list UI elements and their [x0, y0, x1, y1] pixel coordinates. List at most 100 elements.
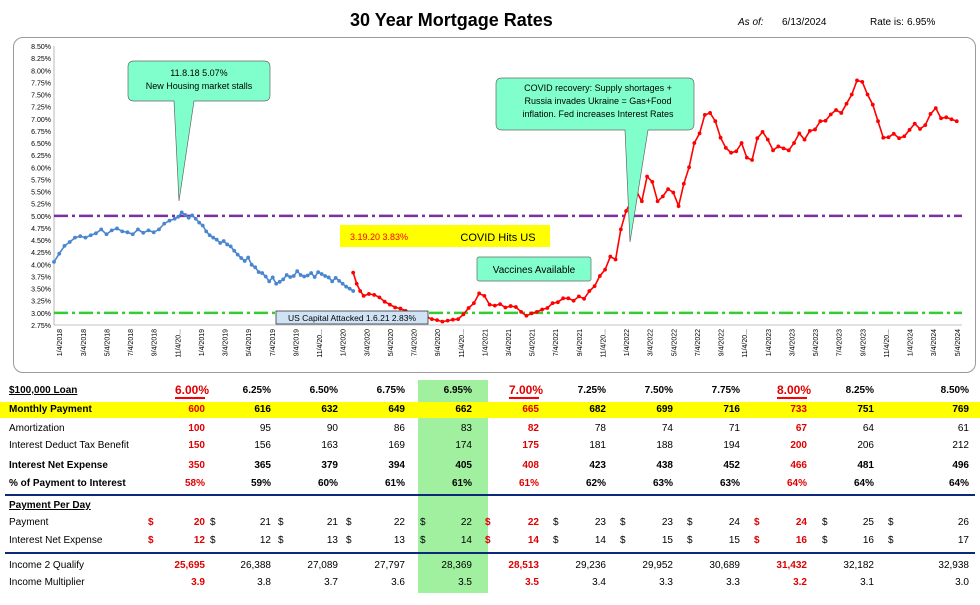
data-point	[88, 233, 93, 238]
callout-2018	[127, 60, 271, 202]
data-point	[482, 293, 487, 298]
x-tick-label: 1/4/2019	[199, 329, 206, 356]
data-point	[190, 213, 195, 218]
y-tick-label: 6.00%	[31, 165, 51, 172]
data-point	[377, 295, 382, 300]
covid-hits-label: COVID Hits US	[460, 232, 535, 244]
table-cell: 20	[193, 517, 205, 528]
data-point	[597, 274, 602, 278]
data-point	[323, 274, 328, 278]
y-tick-label: 4.75%	[31, 226, 51, 233]
table-cell: 3.3	[659, 577, 673, 588]
data-point	[655, 199, 660, 204]
data-point	[136, 227, 140, 232]
data-point	[249, 262, 254, 267]
y-tick-label: 7.75%	[31, 80, 51, 87]
callout-covid-recovery	[495, 77, 695, 243]
data-point	[99, 227, 104, 232]
table-cell: 194	[723, 440, 740, 451]
data-point	[141, 230, 146, 235]
x-tick-label: 11/4/20...	[600, 329, 607, 358]
data-point	[445, 318, 450, 323]
data-point	[326, 275, 331, 280]
data-point	[739, 141, 744, 145]
table-cell: 181	[589, 440, 606, 451]
data-point	[723, 145, 728, 150]
x-tick-label: 5/4/2020	[388, 329, 395, 356]
data-point	[358, 289, 363, 293]
data-point	[524, 313, 529, 318]
data-point	[939, 116, 943, 121]
data-point	[912, 121, 917, 126]
data-point	[844, 101, 849, 106]
data-point	[235, 252, 240, 257]
table-cell: 206	[857, 440, 874, 451]
data-point	[218, 241, 223, 245]
x-tick-label: 3/4/2023	[789, 329, 796, 356]
dollar-sign: $	[553, 517, 559, 528]
table-cell: 13	[393, 535, 405, 546]
data-point	[897, 136, 901, 141]
table-cell: 61%	[451, 478, 472, 489]
x-tick-label: 9/4/2023	[860, 329, 867, 356]
dollar-sign: $	[346, 535, 352, 546]
data-point	[702, 113, 707, 117]
data-point	[718, 135, 723, 140]
data-point	[839, 111, 844, 115]
table-row: Income Multiplier 3.9 3.8 3.7 3.6 3.5 3.5 3.4 3.…	[0, 575, 980, 591]
data-point	[109, 228, 114, 233]
y-tick-label: 4.00%	[31, 262, 51, 269]
data-point	[729, 150, 733, 155]
data-point	[183, 212, 188, 217]
table-cell: 67	[795, 423, 807, 434]
table-cell: 350	[188, 460, 205, 471]
table-cell: 23	[661, 517, 673, 528]
dollar-sign: $	[210, 517, 216, 528]
data-point	[162, 221, 167, 226]
dollar-sign: $	[687, 517, 693, 528]
table-cell: 61%	[518, 478, 539, 489]
data-point	[503, 305, 508, 310]
table-cell: 29,236	[575, 560, 606, 571]
data-point	[918, 127, 922, 131]
table-cell: 100	[188, 423, 205, 434]
table-cell: 156	[254, 440, 271, 451]
x-tick-label: 5/4/2024	[955, 329, 962, 356]
x-tick-label: 7/4/2021	[553, 329, 560, 356]
data-point	[540, 307, 545, 312]
x-tick-label: 3/4/2020	[364, 329, 371, 356]
data-point	[393, 305, 398, 310]
table-cell: 212	[952, 440, 969, 451]
data-point	[176, 214, 181, 219]
data-point	[776, 144, 781, 149]
data-point	[456, 317, 461, 322]
covid-date-label: 3.19.20 3.83%	[350, 232, 408, 242]
data-point	[550, 301, 555, 306]
data-point	[566, 296, 571, 301]
data-point	[270, 275, 275, 280]
table-cell: 699	[656, 404, 673, 415]
data-point	[347, 286, 352, 291]
data-point	[440, 319, 445, 324]
table-cell: 24	[795, 517, 807, 528]
row-label: Monthly Payment	[9, 404, 92, 415]
x-tick-label: 11/4/20...	[742, 329, 749, 358]
table-cell: 616	[254, 404, 271, 415]
data-point	[750, 158, 754, 162]
data-point	[676, 204, 681, 209]
rate-value: 6.95%	[907, 17, 936, 28]
table-cell: 61%	[384, 478, 405, 489]
data-point	[813, 127, 817, 132]
data-point	[734, 149, 739, 154]
data-point	[818, 119, 823, 124]
data-point	[933, 106, 938, 111]
page-title: 30 Year Mortgage Rates	[350, 10, 553, 30]
x-tick-label: 9/4/2022	[719, 329, 726, 356]
table-cell: 751	[857, 404, 874, 415]
data-point	[834, 108, 838, 112]
x-tick-label: 3/4/2024	[931, 329, 938, 356]
dollar-sign: $	[148, 517, 154, 528]
table-cell: 59%	[250, 478, 271, 489]
data-point	[78, 234, 83, 239]
x-tick-label: 1/4/2024	[908, 329, 915, 356]
